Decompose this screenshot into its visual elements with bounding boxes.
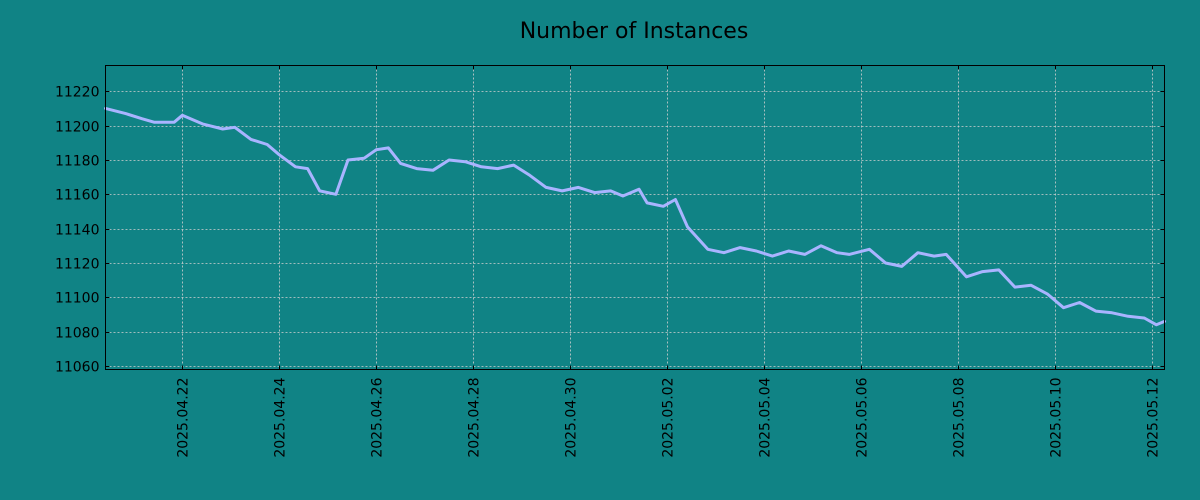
x-axis: 2025.04.22 2025.04.24 2025.04.26 2025.04.28… bbox=[176, 65, 1162, 458]
series-line bbox=[104, 106, 1166, 327]
y-tick-label: 11180 bbox=[55, 154, 100, 170]
y-tick-label: 11220 bbox=[55, 85, 100, 101]
y-tick-label: 11060 bbox=[55, 360, 100, 376]
y-axis: 11060 11080 11100 11120 11140 11160 11180 11200… bbox=[55, 85, 1165, 376]
plot-frame bbox=[105, 65, 1165, 370]
y-tick-label: 11120 bbox=[55, 257, 100, 273]
x-tick-label: 2025.05.10 bbox=[1049, 378, 1065, 458]
x-tick-label: 2025.05.12 bbox=[1146, 378, 1162, 458]
y-tick-label: 11080 bbox=[55, 326, 100, 342]
chart-title: Number of Instances bbox=[520, 19, 749, 44]
x-tick-label: 2025.04.22 bbox=[176, 378, 192, 458]
x-tick-label: 2025.05.08 bbox=[952, 378, 968, 458]
y-tick-label: 11200 bbox=[55, 120, 100, 136]
x-tick-label: 2025.05.02 bbox=[661, 378, 677, 458]
x-tick-label: 2025.04.30 bbox=[564, 378, 580, 458]
y-tick-label: 11100 bbox=[55, 291, 100, 307]
x-tick-label: 2025.05.04 bbox=[758, 377, 774, 457]
series-line-layer bbox=[104, 106, 1166, 327]
x-tick-label: 2025.04.28 bbox=[467, 378, 483, 458]
grid bbox=[105, 65, 1165, 370]
x-tick-label: 2025.04.24 bbox=[273, 377, 289, 457]
y-tick-label: 11160 bbox=[55, 188, 100, 204]
x-tick-label: 2025.04.26 bbox=[370, 377, 386, 457]
x-tick-label: 2025.05.06 bbox=[855, 377, 871, 457]
y-tick-label: 11140 bbox=[55, 223, 100, 239]
